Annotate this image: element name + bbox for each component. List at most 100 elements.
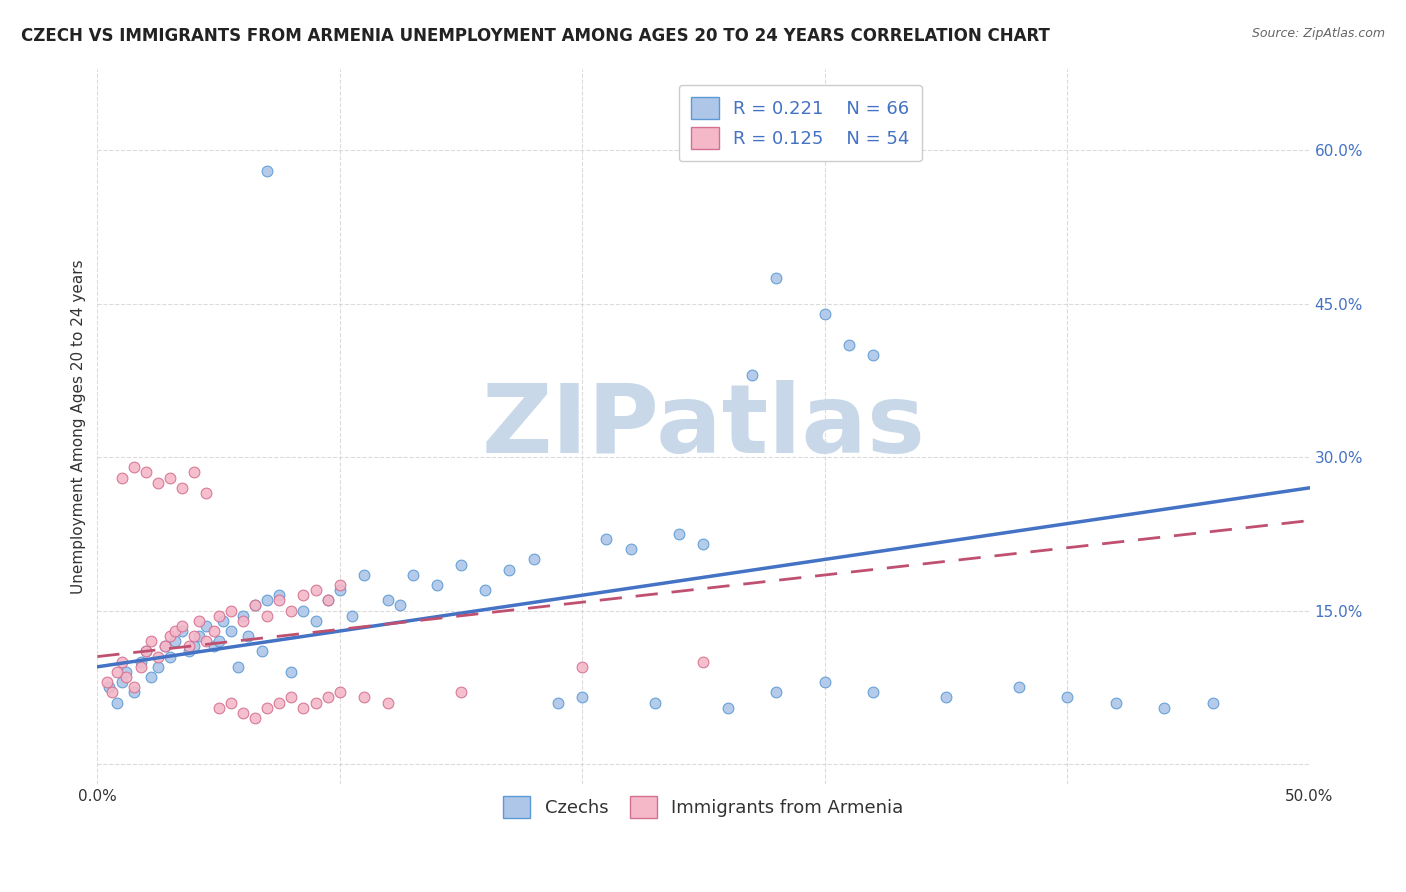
Point bbox=[292, 603, 315, 617]
Point bbox=[717, 700, 740, 714]
Point bbox=[256, 608, 278, 623]
Point bbox=[212, 614, 235, 628]
Point bbox=[620, 542, 643, 557]
Point bbox=[96, 675, 118, 690]
Text: ZIPatlas: ZIPatlas bbox=[481, 380, 925, 473]
Text: CZECH VS IMMIGRANTS FROM ARMENIA UNEMPLOYMENT AMONG AGES 20 TO 24 YEARS CORRELAT: CZECH VS IMMIGRANTS FROM ARMENIA UNEMPLO… bbox=[21, 27, 1050, 45]
Point bbox=[1153, 700, 1175, 714]
Point bbox=[195, 634, 218, 648]
Point bbox=[172, 624, 194, 638]
Point bbox=[159, 649, 181, 664]
Point bbox=[316, 593, 339, 607]
Point bbox=[571, 660, 593, 674]
Point bbox=[814, 307, 837, 321]
Point bbox=[122, 685, 145, 699]
Point bbox=[353, 690, 375, 705]
Point bbox=[179, 640, 201, 654]
Point bbox=[115, 670, 138, 684]
Point bbox=[243, 711, 266, 725]
Point bbox=[226, 660, 249, 674]
Point bbox=[329, 578, 352, 592]
Point bbox=[450, 685, 472, 699]
Legend: Czechs, Immigrants from Armenia: Czechs, Immigrants from Armenia bbox=[496, 789, 911, 825]
Point bbox=[256, 163, 278, 178]
Point bbox=[163, 624, 186, 638]
Point bbox=[146, 649, 169, 664]
Point bbox=[219, 696, 242, 710]
Point bbox=[163, 634, 186, 648]
Point bbox=[292, 700, 315, 714]
Point bbox=[135, 466, 157, 480]
Point bbox=[1201, 696, 1223, 710]
Point bbox=[110, 675, 132, 690]
Point bbox=[401, 567, 423, 582]
Point bbox=[426, 578, 449, 592]
Point bbox=[135, 644, 157, 658]
Point bbox=[232, 706, 254, 720]
Point bbox=[172, 619, 194, 633]
Point bbox=[183, 466, 205, 480]
Point bbox=[183, 629, 205, 643]
Point bbox=[353, 567, 375, 582]
Point bbox=[207, 608, 229, 623]
Point bbox=[236, 629, 259, 643]
Point bbox=[765, 271, 787, 285]
Point bbox=[110, 655, 132, 669]
Text: Source: ZipAtlas.com: Source: ZipAtlas.com bbox=[1251, 27, 1385, 40]
Point bbox=[219, 603, 242, 617]
Point bbox=[304, 696, 326, 710]
Point bbox=[838, 337, 860, 351]
Point bbox=[110, 470, 132, 484]
Point bbox=[269, 696, 291, 710]
Point bbox=[115, 665, 138, 679]
Point bbox=[862, 685, 884, 699]
Point bbox=[340, 608, 363, 623]
Point bbox=[155, 640, 177, 654]
Point bbox=[256, 700, 278, 714]
Point bbox=[377, 593, 399, 607]
Point bbox=[139, 670, 162, 684]
Point bbox=[814, 675, 837, 690]
Point bbox=[765, 685, 787, 699]
Point bbox=[129, 655, 152, 669]
Point bbox=[219, 624, 242, 638]
Point bbox=[207, 634, 229, 648]
Point bbox=[1104, 696, 1126, 710]
Point bbox=[498, 563, 520, 577]
Point bbox=[139, 634, 162, 648]
Point bbox=[280, 690, 302, 705]
Point bbox=[105, 696, 128, 710]
Point bbox=[316, 690, 339, 705]
Point bbox=[935, 690, 957, 705]
Point bbox=[692, 537, 714, 551]
Point bbox=[269, 593, 291, 607]
Point bbox=[1007, 680, 1029, 694]
Point bbox=[159, 629, 181, 643]
Point bbox=[135, 644, 157, 658]
Point bbox=[377, 696, 399, 710]
Point bbox=[172, 481, 194, 495]
Point bbox=[571, 690, 593, 705]
Point bbox=[122, 680, 145, 694]
Point bbox=[280, 665, 302, 679]
Point bbox=[269, 588, 291, 602]
Point bbox=[202, 640, 225, 654]
Point bbox=[329, 685, 352, 699]
Point bbox=[243, 599, 266, 613]
Point bbox=[122, 460, 145, 475]
Point bbox=[202, 624, 225, 638]
Point bbox=[668, 526, 690, 541]
Y-axis label: Unemployment Among Ages 20 to 24 years: Unemployment Among Ages 20 to 24 years bbox=[72, 260, 86, 594]
Point bbox=[1056, 690, 1078, 705]
Point bbox=[232, 614, 254, 628]
Point bbox=[304, 583, 326, 598]
Point bbox=[146, 660, 169, 674]
Point bbox=[474, 583, 496, 598]
Point bbox=[183, 640, 205, 654]
Point bbox=[129, 660, 152, 674]
Point bbox=[644, 696, 666, 710]
Point bbox=[862, 348, 884, 362]
Point bbox=[741, 368, 763, 383]
Point bbox=[243, 599, 266, 613]
Point bbox=[146, 475, 169, 490]
